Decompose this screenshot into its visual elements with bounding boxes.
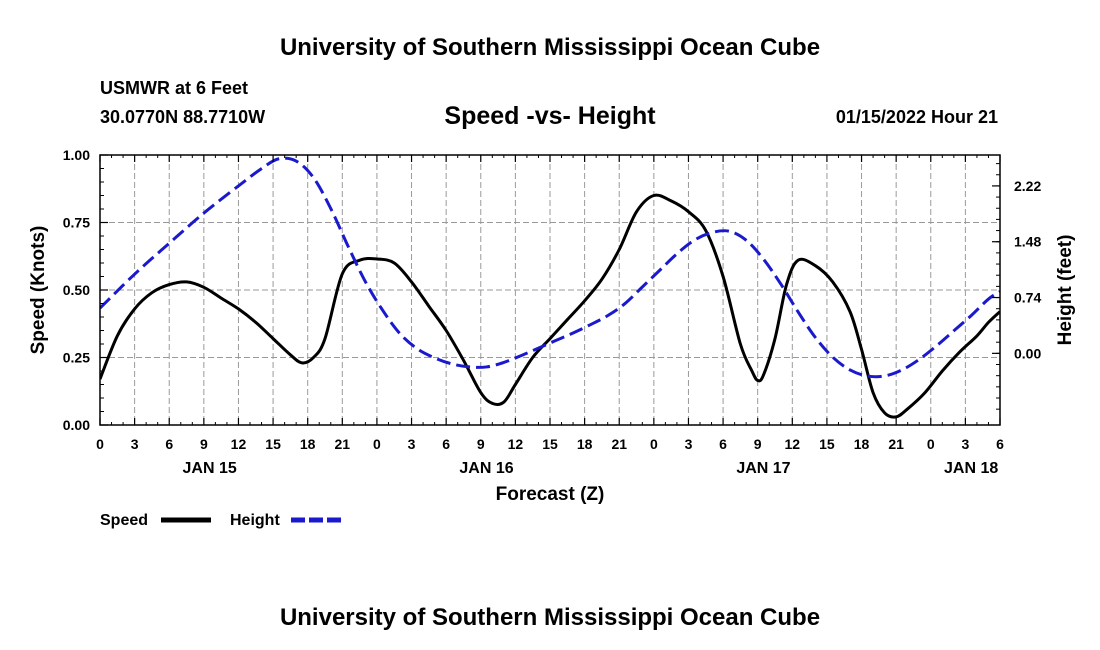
y-right-tick-label: 0.74 [1014,290,1041,306]
x-date-label: JAN 18 [944,460,998,477]
x-tick-label: 15 [542,436,558,452]
x-tick-label: 0 [96,436,104,452]
x-tick-label: 3 [685,436,693,452]
x-tick-label: 6 [719,436,727,452]
left-axis-title: Speed (Knots) [28,226,49,355]
page-title: University of Southern Mississippi Ocean… [280,34,820,61]
x-tick-label: 12 [785,436,801,452]
x-tick-label: 15 [265,436,281,452]
x-tick-label: 3 [408,436,416,452]
x-tick-label: 9 [477,436,485,452]
y-right-tick-label: 1.48 [1014,234,1041,250]
footer-title: University of Southern Mississippi Ocean… [280,604,820,631]
legend: Speed Height [100,512,341,529]
x-tick-label: 15 [819,436,835,452]
x-axis-title: Forecast (Z) [496,484,605,505]
y-left-tick-label: 0.25 [63,350,90,366]
x-tick-label: 18 [854,436,870,452]
axis-labels: 0 3 6 9 12 15 18 21 0 3 6 9 12 15 18 21 0 3 6 9 12 15 18 21 0 3 6J… [63,147,1042,477]
height-series-line [100,156,1000,379]
x-date-label: JAN 16 [459,460,513,477]
y-left-tick-label: 0.75 [63,215,90,231]
y-left-tick-label: 1.00 [63,147,90,163]
chart-title: Speed -vs- Height [444,102,656,130]
x-tick-label: 21 [888,436,904,452]
x-tick-label: 18 [577,436,593,452]
x-tick-label: 6 [996,436,1004,452]
x-tick-label: 21 [611,436,627,452]
y-left-tick-label: 0.50 [63,282,90,298]
x-tick-label: 9 [200,436,208,452]
x-tick-label: 0 [650,436,658,452]
speed-series-line [100,193,1000,419]
x-tick-label: 6 [442,436,450,452]
station-name: USMWR at 6 Feet [100,78,248,98]
y-left-tick-label: 0.00 [63,417,90,433]
x-tick-label: 3 [961,436,969,452]
x-tick-label: 9 [754,436,762,452]
y-right-tick-label: 2.22 [1014,178,1041,194]
forecast-timestamp: 01/15/2022 Hour 21 [836,107,998,127]
station-coords: 30.0770N 88.7710W [100,107,265,127]
x-date-label: JAN 15 [182,460,236,477]
legend-height-label: Height [230,512,280,529]
x-tick-label: 12 [508,436,524,452]
legend-speed-label: Speed [100,512,148,529]
x-date-label: JAN 17 [736,460,790,477]
right-axis-title: Height (feet) [1055,235,1076,346]
series-lines [100,156,1000,419]
grid-lines [100,155,1000,425]
y-right-tick-label: 0.00 [1014,345,1041,361]
x-tick-label: 21 [335,436,351,452]
x-tick-label: 18 [300,436,316,452]
x-tick-label: 0 [373,436,381,452]
x-tick-label: 3 [131,436,139,452]
axis-ticks [99,154,1001,426]
x-tick-label: 0 [927,436,935,452]
x-tick-label: 12 [231,436,247,452]
x-tick-label: 6 [165,436,173,452]
